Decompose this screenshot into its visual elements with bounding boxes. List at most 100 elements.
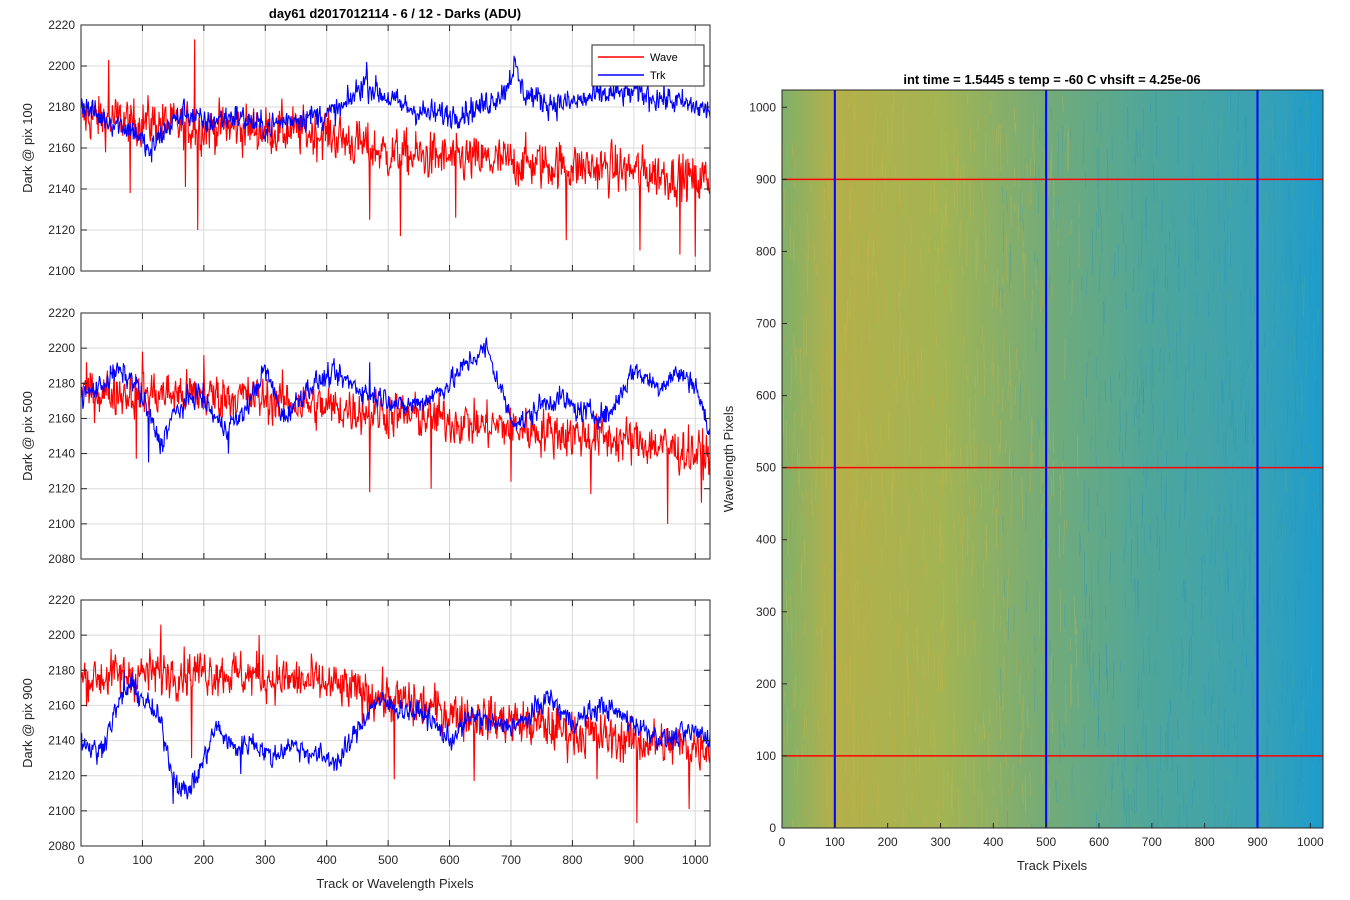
heatmap-streak [1008,566,1010,579]
heatmap-streak [962,569,964,593]
heatmap-streak [927,632,930,679]
heatmap-streak [864,426,867,444]
legend: Wave Trk [591,44,705,87]
heatmap-streak [1226,766,1228,779]
heatmap-streak [969,212,972,223]
heatmap-streak [953,178,955,206]
heatmap-streak [970,127,972,152]
heatmap-streak [1252,387,1255,403]
heatmap-streak [1184,266,1186,288]
heatmap-streak [996,268,998,308]
heatmap-streak [1227,718,1230,752]
heatmap-streak [1065,519,1068,529]
heatmap-streak [805,716,808,735]
heatmap-streak [1187,653,1190,699]
heatmap-streak [830,167,832,204]
heatmap-streak [1302,282,1304,315]
heatmap-streak [1163,351,1165,384]
heatmap-streak [1267,159,1270,193]
heatmap-streak [950,268,952,313]
heatmap-streak [930,722,932,748]
heatmap-streak [1038,591,1041,638]
heatmap-streak [912,645,914,659]
heatmap-streak [1206,512,1208,535]
heatmap-streak [1156,181,1158,198]
series-group [81,337,710,524]
heatmap-streak [853,90,856,127]
heatmap-streak [1263,282,1265,300]
heatmap-streak [811,486,813,517]
heatmap-streak [970,444,972,468]
heatmap-streak [996,129,998,175]
heatmap-streak [1210,591,1212,618]
heatmap-streak [936,172,939,182]
heatmap-streak [1283,283,1285,298]
heatmap-streak [1054,778,1057,792]
heatmap-streak [823,590,826,627]
heatmap-streak [1246,185,1248,205]
heatmap-streak [960,521,963,538]
heatmap-streak [1184,364,1187,400]
heatmap-streak [826,752,828,764]
heatmap-streak [822,155,824,168]
heatmap-streak [976,348,979,385]
ylabel-pix100: Dark @ pix 100 [20,103,35,193]
heatmap-streak [1227,555,1230,587]
heatmap-streak [1274,106,1277,141]
heatmap-streak [1000,668,1002,707]
heatmap-streak [1210,696,1213,724]
heatmap-streak [1064,125,1066,140]
heatmap-streak [1166,464,1168,496]
heatmap-streak [830,152,833,200]
heatmap-streak [1277,339,1280,349]
xtick-label-600: 600 [440,853,460,867]
heatmap-streak [1086,623,1088,664]
heatmap-streak [1241,645,1243,660]
heatmap-streak [949,451,952,494]
heatmap-streak [985,481,987,508]
heatmap-streak [845,666,848,702]
heatmap-streak [830,642,833,668]
heatmap-ytick-label-200: 200 [756,677,776,691]
heatmap-streak [1302,699,1304,732]
heatmap-streak [1152,819,1154,828]
heatmap-streak [796,378,799,390]
heatmap-streak [1040,662,1043,694]
heatmap-streak [835,736,837,771]
heatmap-streak [1292,706,1295,737]
heatmap-streak [1153,272,1155,317]
heatmap-streak [801,556,803,580]
heatmap-streak [1273,448,1276,458]
heatmap-streak [961,510,963,553]
heatmap-streak [851,170,854,214]
heatmap-streak [1316,149,1318,187]
heatmap-streak [1309,313,1312,336]
heatmap-streak [1142,463,1145,477]
heatmap-streak [877,218,880,264]
heatmap-streak [1229,415,1231,426]
heatmap-streak [1026,163,1028,180]
series-wave [81,39,710,257]
heatmap-streak [1021,698,1023,724]
ytick-label-2180: 2180 [48,663,75,677]
heatmap-streak [981,177,983,202]
heatmap-streak [1134,404,1136,427]
heatmap-streak [962,265,964,277]
heatmap-streak [1311,666,1313,690]
series-trk [81,337,710,463]
heatmap-streak [1236,712,1239,758]
heatmap-streak [1185,452,1187,495]
heatmap-streak [1293,106,1296,144]
heatmap-streak [1191,786,1194,807]
heatmap-streak [993,592,995,632]
series-trk [81,670,710,804]
heatmap-streak [785,418,788,462]
heatmap-streak [1001,185,1004,204]
heatmap-streak [910,630,912,663]
heatmap-streak [953,710,956,753]
heatmap-streak [1141,220,1143,266]
heatmap-streak [974,619,976,658]
heatmap-streak [929,391,931,408]
heatmap-streak [1183,244,1186,268]
heatmap-streak [1014,385,1017,406]
